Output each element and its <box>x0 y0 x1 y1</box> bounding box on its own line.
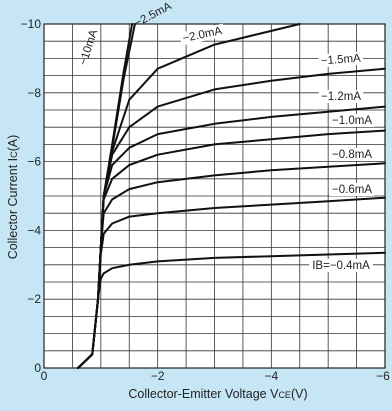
series-line <box>77 251 386 369</box>
x-axis-label-unit: (V) <box>291 387 308 401</box>
series-label-background <box>329 114 375 127</box>
y-axis-label: Collector Current IC(A) <box>6 135 20 260</box>
y-tick-label: −6 <box>27 155 41 169</box>
x-axis-label-sub: CE <box>278 390 291 400</box>
series-label-text: −1.5mA <box>320 53 361 68</box>
series-label-text: IB=−0.4mA <box>312 260 370 272</box>
series-label: IB=−0.4mA <box>309 259 373 272</box>
series-label-background <box>329 148 375 161</box>
series-label-text: −0.6mA <box>332 184 372 196</box>
x-axis-label: Collector-Emitter Voltage VCE(V) <box>128 387 307 401</box>
y-axis-label-main: Collector Current I <box>6 158 20 259</box>
series-label-background <box>318 90 364 103</box>
series-label-background <box>179 23 226 46</box>
series-label-background <box>329 183 375 196</box>
x-tick-label: 0 <box>41 369 48 383</box>
y-axis-label-sub: C <box>9 151 19 158</box>
y-tick-label: 0 <box>34 361 41 375</box>
x-tick-label: −4 <box>264 369 278 383</box>
x-axis-label-main: Collector-Emitter Voltage V <box>128 387 279 401</box>
series-label-text: −1.2mA <box>321 91 361 103</box>
tick-labels: 0 −2 −4 −6 0 −2 −4 −6 −8 −10 <box>21 17 391 383</box>
series-label: −1.5mA <box>318 51 364 68</box>
series-label: −1.2mA <box>318 90 364 103</box>
series-label-text: −1.0mA <box>332 115 372 127</box>
y-axis-label-unit: (A) <box>6 135 20 152</box>
y-tick-label: −10 <box>21 17 42 31</box>
x-tick-label: −6 <box>376 369 390 383</box>
series-label: −1.0mA <box>329 114 375 127</box>
series-lines <box>77 23 386 369</box>
series-label-background <box>318 51 364 68</box>
y-tick-label: −4 <box>27 223 41 237</box>
series-label: −0.8mA <box>329 148 375 161</box>
x-tick-label: −2 <box>151 369 165 383</box>
series-label-text: −0.8mA <box>332 149 372 161</box>
y-tick-label: −2 <box>27 292 41 306</box>
grid <box>44 24 385 368</box>
series-label-background <box>309 259 373 272</box>
y-tick-label: −8 <box>27 86 41 100</box>
series-label: −0.6mA <box>329 183 375 196</box>
